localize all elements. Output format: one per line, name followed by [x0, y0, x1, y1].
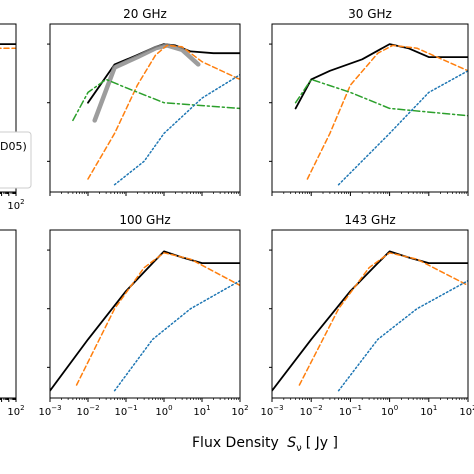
- x-tick-label: 102: [7, 198, 24, 212]
- panel-series-group: [0, 43, 16, 49]
- x-axis-unit: [ Jy ]: [306, 435, 338, 451]
- x-tick-label: 10−3: [260, 404, 283, 418]
- legend-box: [0, 131, 32, 189]
- panel-frame: [49, 23, 241, 193]
- x-tick-label: 10−2: [300, 404, 323, 418]
- series-line: [50, 250, 240, 392]
- x-tick-label: 101: [420, 404, 437, 418]
- panel-frame: [271, 23, 469, 193]
- panel-1: 20 GHz: [47, 7, 241, 196]
- panel-title: 100 GHz: [119, 213, 170, 227]
- panel-series-group: [72, 43, 240, 186]
- x-tick-label: 102: [231, 404, 248, 418]
- panel-5: 143 GHz 10−3 10−2 10−1 100 101 102: [260, 213, 474, 418]
- x-axis-label: Flux Density Sν[ Jy ]: [192, 435, 338, 454]
- x-axis-symbol: S: [287, 435, 296, 451]
- panel-series-group: [294, 43, 468, 186]
- panel-3: 102: [0, 229, 25, 418]
- series-line: [306, 44, 468, 180]
- legend-fragment: D05): [0, 131, 32, 189]
- panel-title: 143 GHz: [344, 213, 395, 227]
- series-line: [294, 43, 468, 110]
- x-tick-label: 100: [155, 404, 172, 418]
- panel-4: 100 GHz 10−3 10−2 10−1 100 101 102: [38, 213, 248, 418]
- x-axis-subscript: ν: [296, 443, 302, 454]
- x-tick-label: 10−2: [76, 404, 99, 418]
- series-line: [87, 44, 240, 180]
- series-line: [113, 73, 240, 186]
- panel-0: 102: [0, 23, 25, 212]
- series-line: [92, 43, 201, 123]
- panel-title: 20 GHz: [123, 7, 167, 21]
- panel-series-group: [272, 250, 468, 392]
- panel-2: 30 GHz: [269, 7, 469, 196]
- panel-series-group: [50, 250, 240, 392]
- series-line: [298, 252, 468, 386]
- x-tick-label: 102: [7, 404, 24, 418]
- x-tick-label: 100: [381, 404, 398, 418]
- series-line: [337, 70, 468, 186]
- x-tick-label: 102: [459, 404, 474, 418]
- series-line: [272, 250, 468, 392]
- series-line: [294, 78, 468, 117]
- series-line: [337, 279, 468, 392]
- x-tick-label: 10−1: [114, 404, 137, 418]
- series-line: [113, 279, 240, 392]
- x-tick-label: 10−1: [339, 404, 362, 418]
- x-tick-label: 10−3: [38, 404, 61, 418]
- panel-title: 30 GHz: [348, 7, 392, 21]
- panel-frame: [0, 23, 17, 193]
- series-line: [72, 78, 240, 122]
- panel-frame: [49, 229, 241, 399]
- panel-frame: [0, 229, 17, 399]
- panel-frame: [271, 229, 469, 399]
- legend-fragment-text: D05): [0, 140, 27, 153]
- x-tick-label: 101: [193, 404, 210, 418]
- series-line: [75, 252, 240, 386]
